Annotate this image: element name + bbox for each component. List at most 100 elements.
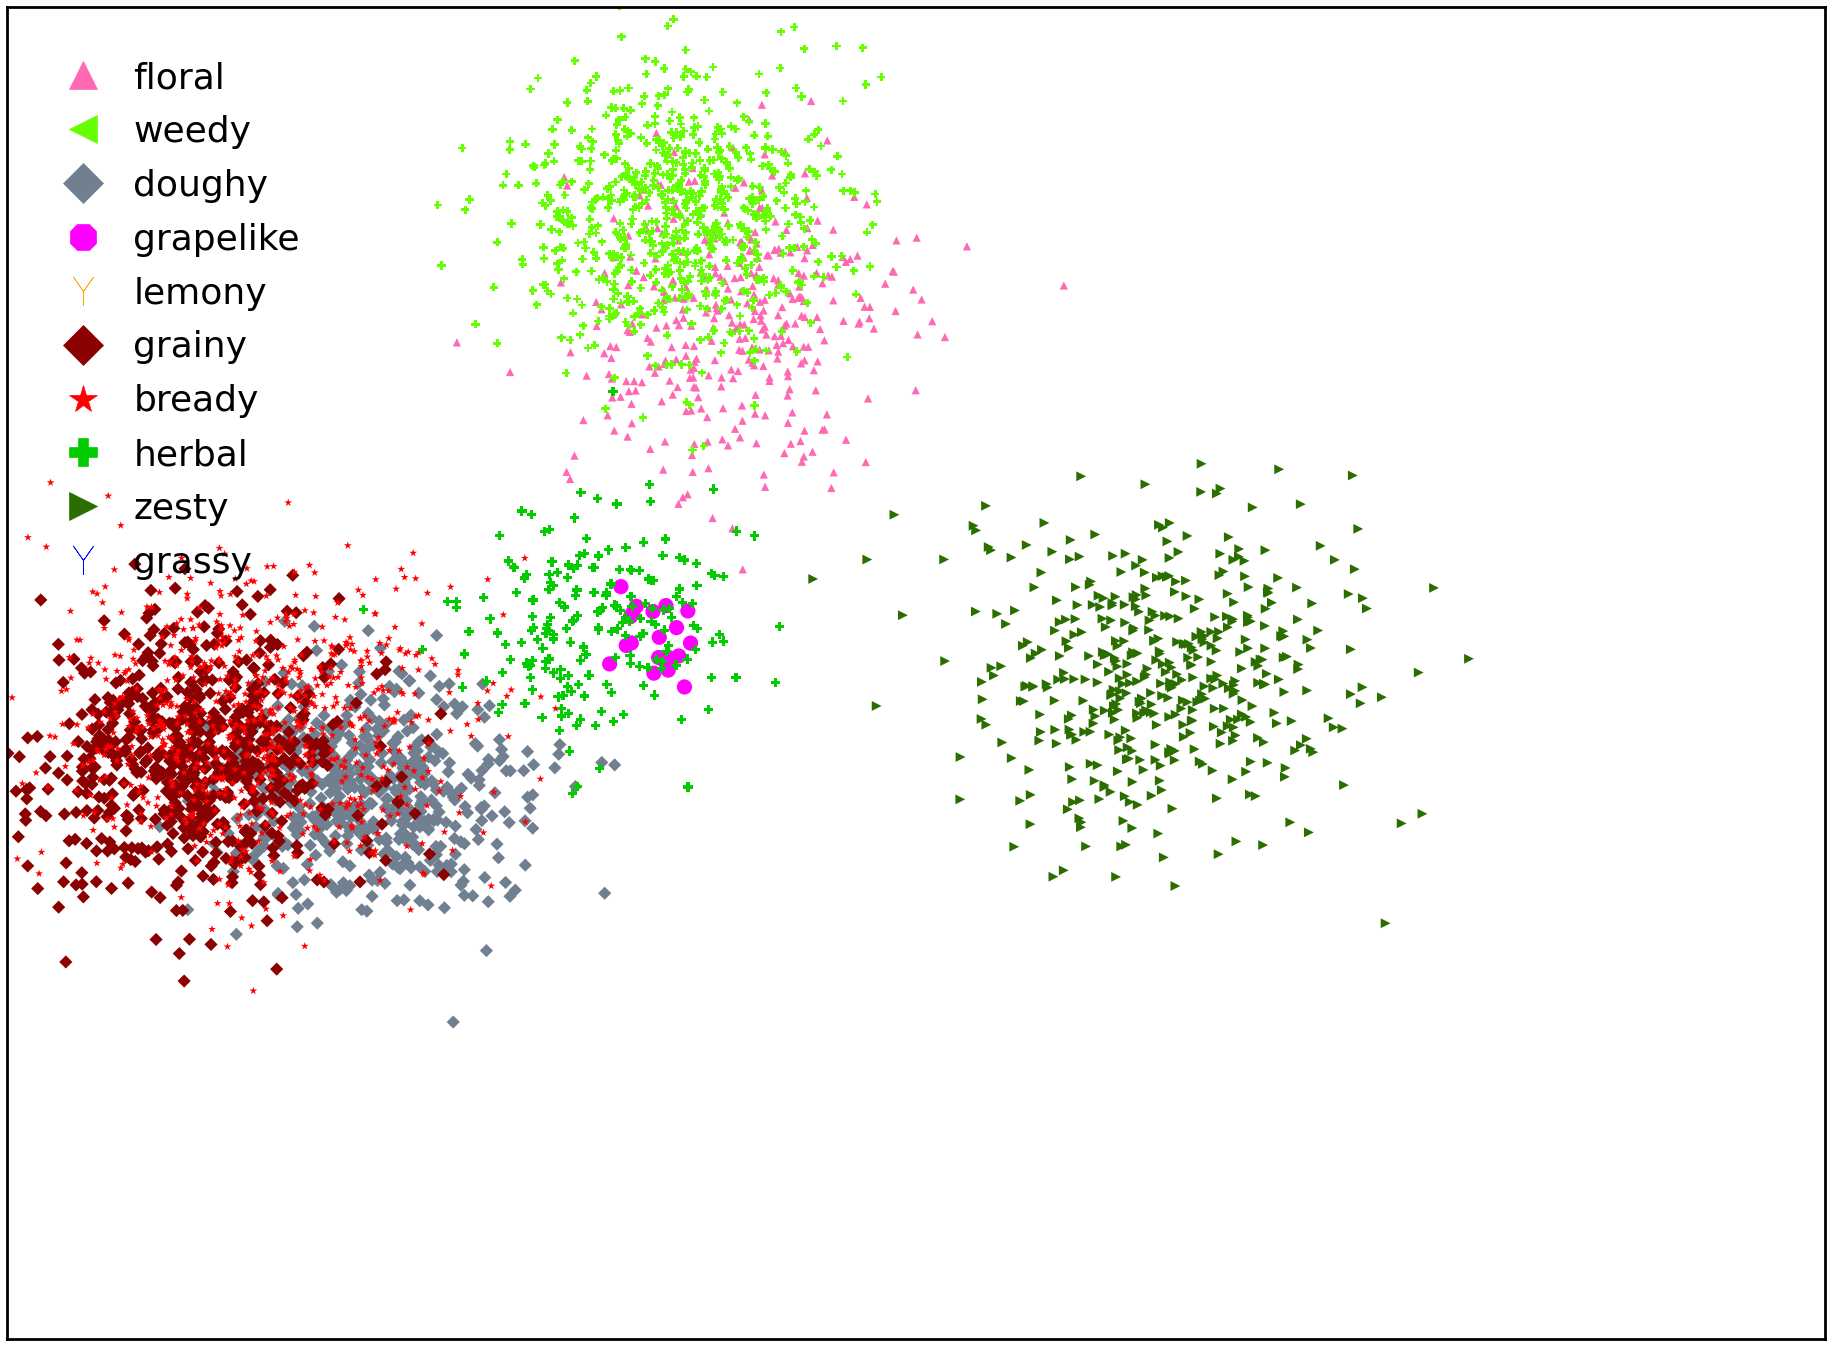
Point	[958, 516, 987, 537]
Point	[531, 754, 561, 775]
Point	[1493, 968, 1522, 989]
Point	[1096, 724, 1125, 746]
Point	[627, 626, 656, 647]
Point	[1445, 1005, 1475, 1027]
Point	[90, 744, 119, 766]
Point	[302, 913, 332, 934]
Point	[1394, 930, 1423, 952]
Point	[773, 385, 802, 406]
Point	[694, 592, 724, 614]
Point	[823, 256, 852, 277]
Point	[262, 775, 291, 797]
Point	[612, 537, 641, 559]
Point	[766, 22, 795, 43]
Point	[1676, 935, 1706, 957]
Point	[1488, 907, 1517, 929]
Point	[660, 855, 689, 876]
Point	[583, 187, 612, 209]
Point	[667, 690, 696, 712]
Point	[687, 707, 716, 728]
Point	[537, 590, 566, 611]
Point	[1400, 929, 1429, 950]
Point	[388, 657, 418, 678]
Point	[749, 647, 779, 669]
Point	[262, 739, 291, 760]
Point	[724, 637, 753, 658]
Point	[780, 237, 810, 258]
Point	[595, 748, 625, 770]
Point	[1524, 1012, 1554, 1034]
Point	[672, 210, 702, 232]
Point	[205, 603, 234, 625]
Point	[218, 773, 247, 794]
Point	[590, 883, 619, 905]
Point	[363, 743, 392, 765]
Point	[550, 595, 579, 616]
Point	[606, 674, 636, 696]
Point	[766, 571, 795, 592]
Point	[762, 347, 791, 369]
Point	[405, 758, 434, 779]
Point	[698, 507, 727, 529]
Point	[1612, 984, 1641, 1005]
Point	[683, 584, 713, 606]
Point	[1185, 689, 1215, 711]
Point	[1436, 801, 1466, 822]
Point	[702, 806, 731, 828]
Point	[511, 810, 540, 832]
Point	[1387, 962, 1416, 984]
Point	[1623, 964, 1652, 985]
Point	[656, 647, 685, 669]
Point	[326, 755, 355, 777]
Point	[647, 511, 676, 533]
Point	[487, 755, 517, 777]
Point	[788, 451, 817, 472]
Point	[220, 852, 249, 874]
Point	[671, 549, 700, 571]
Point	[222, 923, 251, 945]
Point	[1112, 682, 1141, 704]
Point	[154, 801, 183, 822]
Point	[293, 894, 322, 915]
Point	[203, 841, 233, 863]
Point	[1123, 794, 1152, 816]
Point	[143, 787, 172, 809]
Point	[923, 778, 953, 800]
Point	[240, 851, 269, 872]
Point	[562, 261, 592, 283]
Point	[388, 890, 418, 911]
Point	[480, 782, 509, 804]
Point	[687, 510, 716, 532]
Point	[625, 184, 654, 206]
Point	[507, 555, 537, 576]
Point	[467, 538, 496, 560]
Point	[392, 794, 421, 816]
Point	[553, 852, 583, 874]
Point	[1418, 790, 1447, 812]
Point	[387, 559, 416, 580]
Point	[793, 240, 823, 261]
Point	[376, 676, 405, 697]
Point	[667, 113, 696, 135]
Point	[583, 315, 612, 336]
Point	[82, 728, 112, 750]
Point	[1118, 771, 1147, 793]
Point	[716, 763, 746, 785]
Point	[1053, 637, 1083, 658]
Point	[650, 191, 680, 213]
Point	[121, 553, 150, 575]
Point	[634, 195, 663, 217]
Point	[819, 462, 848, 483]
Point	[683, 680, 713, 701]
Point	[540, 505, 570, 526]
Point	[161, 646, 191, 668]
Point	[753, 742, 782, 763]
Point	[449, 884, 478, 906]
Point	[132, 705, 161, 727]
Point	[636, 491, 665, 513]
Point	[652, 591, 682, 612]
Point	[856, 296, 885, 318]
Point	[1107, 561, 1136, 583]
Point	[1587, 1010, 1616, 1031]
Point	[271, 611, 300, 633]
